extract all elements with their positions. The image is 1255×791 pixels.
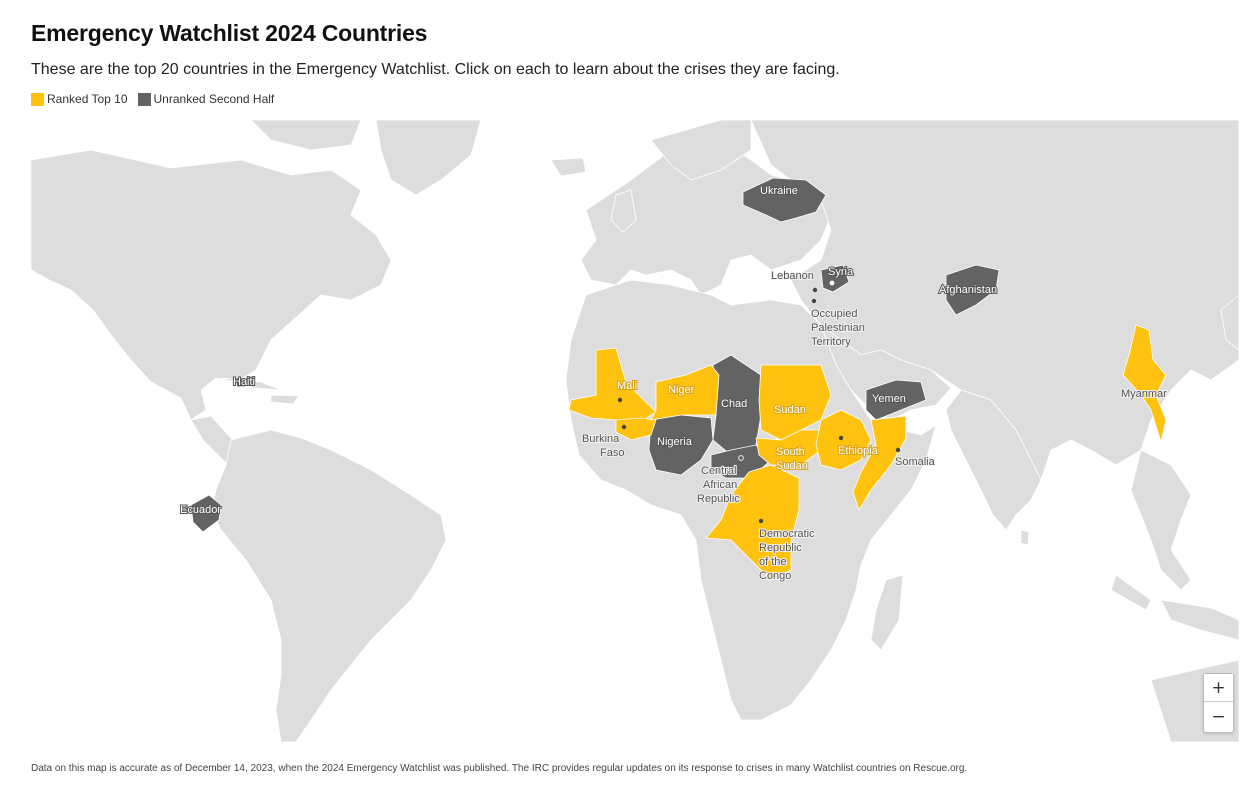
label-afghanistan: Afghanistan (939, 284, 997, 296)
label-lebanon: Lebanon (771, 270, 814, 282)
label-opt-line3: Territory (811, 336, 851, 348)
map-svg[interactable]: Ukraine Syria Lebanon Occupied Palestini… (31, 120, 1239, 742)
footer-note: Data on this map is accurate as of Decem… (31, 763, 968, 774)
country-ethiopia (815, 409, 872, 471)
country-drc (705, 464, 800, 581)
land-north-america (31, 149, 392, 421)
marker-somalia (895, 447, 901, 453)
country-burkina-faso (615, 417, 657, 441)
land-south-america (210, 429, 447, 742)
country-ukraine (742, 177, 827, 223)
country-afghanistan (945, 264, 1000, 316)
land-japan (1220, 294, 1239, 351)
marker-ethiopia (838, 435, 844, 441)
label-ukraine: Ukraine (760, 185, 798, 197)
country-ecuador (190, 494, 222, 533)
country-markers (617, 287, 901, 524)
label-myanmar: Myanmar (1121, 388, 1167, 400)
country-myanmar (1122, 324, 1167, 444)
label-syria: Syria (828, 266, 854, 278)
label-chad: Chad (721, 398, 747, 410)
label-ecuador: Ecuador (180, 504, 221, 516)
marker-syria (829, 280, 835, 286)
label-south-sudan-line2: Sudan (776, 460, 808, 472)
marker-lebanon (812, 287, 818, 293)
country-syria (820, 264, 850, 293)
page-subtitle: These are the top 20 countries in the Em… (31, 61, 840, 78)
label-sudan: Sudan (774, 404, 806, 416)
country-yemen (865, 379, 927, 421)
country-nigeria (648, 414, 714, 476)
label-car-line3: Republic (697, 493, 740, 505)
label-burkina-line1: Burkina (582, 433, 620, 445)
land-arctic-islands (250, 120, 362, 151)
label-drc-line2: Republic (759, 542, 802, 554)
land-scandinavia (650, 120, 752, 181)
land-se-asia (1130, 449, 1192, 591)
zoom-control: + − (1203, 673, 1234, 733)
legend-item-second-half: Unranked Second Half (137, 92, 275, 106)
marker-drc (758, 518, 764, 524)
land-madagascar (870, 574, 904, 651)
land-sri-lanka (1020, 529, 1030, 546)
legend-item-top10: Ranked Top 10 (31, 92, 128, 106)
legend-label-second-half: Unranked Second Half (153, 92, 275, 106)
marker-mali (617, 397, 623, 403)
world-map[interactable]: Ukraine Syria Lebanon Occupied Palestini… (31, 120, 1239, 742)
legend-swatch-top10 (31, 92, 44, 106)
marker-opt (811, 298, 817, 304)
land-uk (610, 189, 637, 233)
label-drc-line3: of the (759, 556, 787, 568)
country-labels: Ukraine Syria Lebanon Occupied Palestini… (179, 184, 1168, 583)
label-nigeria: Nigeria (657, 436, 693, 448)
land-iceland (550, 157, 587, 177)
marker-burkina-faso (621, 424, 627, 430)
label-car-line2: African (703, 479, 737, 491)
land-greenland (375, 120, 482, 196)
label-drc-line4: Congo (759, 570, 791, 582)
label-south-sudan-line1: South (776, 446, 805, 458)
label-mali: Mali (617, 380, 637, 392)
label-opt-line2: Palestinian (811, 322, 865, 334)
label-haiti: Haiti (233, 376, 255, 388)
legend-swatch-second-half (137, 92, 151, 106)
label-yemen: Yemen (872, 393, 906, 405)
label-opt-line1: Occupied (811, 308, 857, 320)
legend-label-top10: Ranked Top 10 (47, 92, 128, 106)
second-half-countries[interactable] (190, 177, 1000, 533)
legend: Ranked Top 10 Unranked Second Half (31, 92, 274, 106)
country-haiti (234, 377, 254, 388)
label-burkina-line2: Faso (600, 447, 624, 459)
label-drc-line1: Democratic (759, 528, 815, 540)
label-niger: Niger (668, 384, 695, 396)
land-hispaniola (270, 394, 300, 405)
page-title: Emergency Watchlist 2024 Countries (31, 20, 428, 46)
marker-car (738, 455, 744, 461)
zoom-out-button[interactable]: − (1204, 702, 1233, 731)
land-sumatra (1110, 574, 1152, 611)
country-somalia (852, 415, 907, 511)
label-somalia: Somalia (895, 456, 936, 468)
top10-countries[interactable] (568, 324, 1167, 581)
land-india (945, 389, 1042, 531)
zoom-in-button[interactable]: + (1204, 674, 1233, 702)
label-car-line1: Central (701, 465, 736, 477)
label-ethiopia: Ethiopia (838, 445, 879, 457)
land-indonesia (1160, 599, 1239, 641)
country-niger (650, 364, 720, 421)
